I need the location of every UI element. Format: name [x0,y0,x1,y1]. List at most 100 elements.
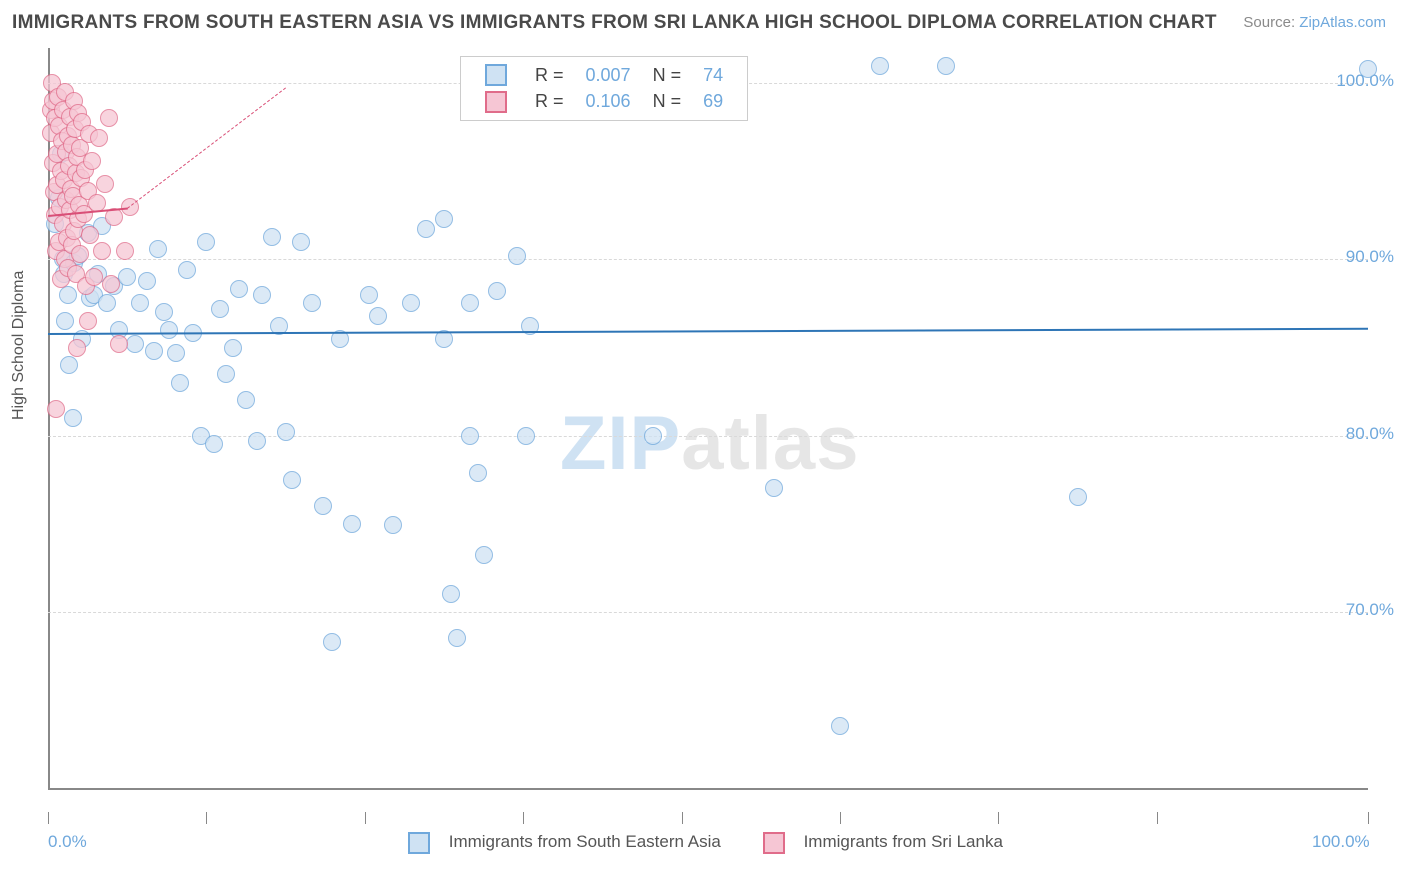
point-sea [131,294,149,312]
point-sea [277,423,295,441]
point-sea [263,228,281,246]
legend-N-value: 69 [693,89,733,113]
legend-R-value: 0.007 [576,63,641,87]
point-sea [60,356,78,374]
watermark: ZIPatlas [560,400,859,487]
point-sea [211,300,229,318]
point-sea [644,427,662,445]
point-sea [167,344,185,362]
point-sea [488,282,506,300]
x-tick [523,812,524,824]
point-sea [461,427,479,445]
point-sea [248,432,266,450]
point-lk [100,109,118,127]
point-lk [110,335,128,353]
point-lk [83,152,101,170]
source-credit: Source: ZipAtlas.com [1243,14,1386,31]
legend-item-sea: Immigrants from South Eastern Asia [394,832,721,851]
point-sea [178,261,196,279]
point-sea [360,286,378,304]
legend-stats: R =0.007N =74R =0.106N =69 [460,56,748,121]
point-lk [90,129,108,147]
point-lk [116,242,134,260]
y-tick-label: 70.0% [1346,600,1394,620]
point-sea [138,272,156,290]
point-sea [197,233,215,251]
point-sea [64,409,82,427]
x-tick [998,812,999,824]
point-lk [85,268,103,286]
point-sea [417,220,435,238]
point-sea [384,516,402,534]
point-sea [59,286,77,304]
y-axis-label: High School Diploma [10,271,28,420]
point-sea [283,471,301,489]
y-tick-label: 80.0% [1346,424,1394,444]
x-tick [840,812,841,824]
point-lk [81,226,99,244]
point-lk [79,312,97,330]
point-sea [323,633,341,651]
point-sea [155,303,173,321]
source-link[interactable]: ZipAtlas.com [1299,14,1386,31]
gridline [48,436,1368,437]
point-sea [517,427,535,445]
point-sea [253,286,271,304]
point-sea [160,321,178,339]
point-sea [442,585,460,603]
source-label: Source: [1243,14,1299,31]
point-sea [469,464,487,482]
point-sea [369,307,387,325]
x-tick [682,812,683,824]
legend-row-sea: R =0.007N =74 [475,63,733,87]
x-tick-label: 0.0% [48,832,87,852]
x-tick-label: 100.0% [1312,832,1370,852]
x-tick [1368,812,1369,824]
point-sea [230,280,248,298]
x-tick [206,812,207,824]
point-sea [402,294,420,312]
legend-R-label: R = [525,89,574,113]
x-tick [48,812,49,824]
chart-title: IMMIGRANTS FROM SOUTH EASTERN ASIA VS IM… [12,12,1217,34]
point-sea [1069,488,1087,506]
legend-N-label: N = [643,89,692,113]
point-sea [224,339,242,357]
watermark-zip: ZIP [560,401,681,486]
gridline [48,612,1368,613]
point-sea [217,365,235,383]
legend-R-label: R = [525,63,574,87]
point-sea [475,546,493,564]
x-axis [48,788,1368,790]
point-sea [126,335,144,353]
legend-N-value: 74 [693,63,733,87]
x-tick [365,812,366,824]
watermark-atlas: atlas [681,401,859,486]
point-sea [461,294,479,312]
point-sea [237,391,255,409]
point-sea [145,342,163,360]
point-lk [68,339,86,357]
point-sea [314,497,332,515]
y-tick-label: 90.0% [1346,247,1394,267]
legend-item-lk: Immigrants from Sri Lanka [749,832,1003,851]
point-lk [96,175,114,193]
point-sea [831,717,849,735]
point-sea [508,247,526,265]
legend-row-lk: R =0.106N =69 [475,89,733,113]
legend-series: Immigrants from South Eastern Asia Immig… [380,832,1017,854]
legend-N-label: N = [643,63,692,87]
point-sea [937,57,955,75]
point-sea [343,515,361,533]
point-sea [448,629,466,647]
point-sea [149,240,167,258]
point-sea [765,479,783,497]
point-sea [171,374,189,392]
point-sea [205,435,223,453]
trend-line [127,87,286,208]
trend-line [48,328,1368,335]
point-lk [71,245,89,263]
point-sea [871,57,889,75]
gridline [48,259,1368,260]
x-tick [1157,812,1158,824]
